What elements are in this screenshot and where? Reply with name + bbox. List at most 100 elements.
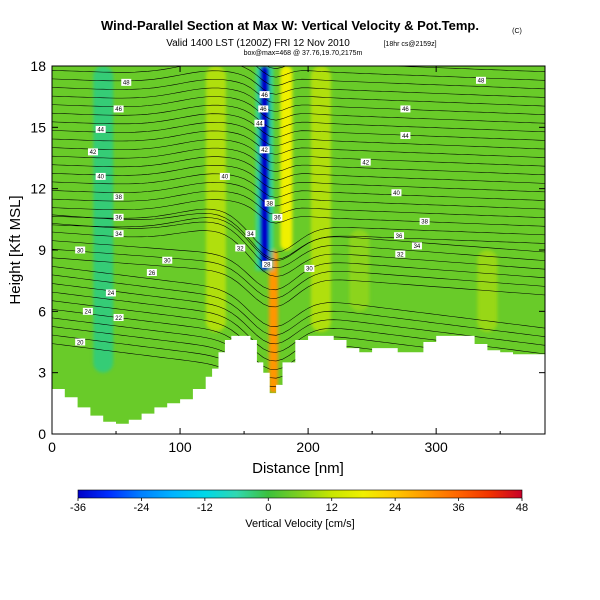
contour-label-bg — [394, 232, 405, 240]
contour-label: 42 — [360, 158, 371, 166]
contour-label-bg — [419, 217, 430, 225]
contour-label-text: 38 — [421, 220, 428, 226]
contour-label-text: 36 — [274, 216, 281, 222]
contour-label: 40 — [95, 172, 106, 181]
contour-label-bg — [162, 256, 173, 264]
contour-label-text: 40 — [97, 175, 104, 181]
theta-contour — [52, 266, 545, 329]
velocity-band — [310, 66, 331, 332]
theta-contour — [52, 217, 545, 262]
contour-label-bg — [105, 289, 116, 297]
contour-label: 40 — [219, 172, 230, 181]
y-tick-label: 15 — [30, 119, 46, 135]
contour-label: 44 — [95, 125, 106, 134]
theta-contour — [52, 139, 545, 167]
contour-label: 44 — [254, 119, 265, 128]
theta-contour — [52, 182, 545, 210]
y-tick-label: 12 — [30, 181, 46, 197]
contour-label-bg — [113, 213, 124, 221]
contour-label: 48 — [475, 76, 486, 85]
colorbar-tick-label: -24 — [133, 502, 149, 514]
contour-label-bg — [87, 148, 98, 156]
contour-label: 30 — [75, 246, 86, 254]
contour-label-bg — [395, 250, 406, 258]
velocity-band — [93, 66, 114, 373]
contour-label: 32 — [235, 244, 246, 252]
contour-label-bg — [121, 78, 132, 86]
contour-label-text: 46 — [260, 107, 267, 113]
contour-label: 32 — [395, 250, 406, 258]
contour-label-text: 30 — [164, 259, 171, 265]
contour-label-text: 40 — [393, 191, 400, 197]
theta-contour — [52, 113, 545, 141]
contour-label-bg — [95, 125, 106, 133]
contour-label-text: 26 — [149, 271, 156, 277]
colorbar-tick-label: -36 — [70, 502, 86, 514]
contour-label: 34 — [411, 242, 422, 250]
contour-label-text: 24 — [108, 291, 115, 297]
contour-label: 20 — [75, 338, 86, 346]
colorbar-tick-label: 24 — [389, 502, 401, 514]
contour-label: 36 — [394, 232, 405, 240]
theta-contour — [52, 221, 545, 269]
contour-label-bg — [235, 244, 246, 252]
contour-labels: 48 46 44 42 40 38 36 34 30 30 26 24 24 22 20 48 46 44 42 40… — [75, 76, 486, 346]
y-tick-label: 0 — [38, 426, 46, 442]
contour-label-bg — [411, 242, 422, 250]
contour-label: 24 — [105, 289, 116, 297]
contour-label-text: 28 — [264, 263, 271, 269]
contour-label: 28 — [262, 260, 273, 269]
plot-area: 48 46 44 42 40 38 36 34 30 30 26 24 24 22 20 48 46 44 42 40… — [52, 66, 545, 434]
contour-label-text: 34 — [247, 232, 254, 238]
theta-contour — [52, 230, 545, 277]
contour-label-text: 48 — [478, 79, 485, 85]
contour-label: 42 — [259, 146, 270, 154]
contour-label-text: 40 — [222, 175, 229, 181]
contour-label-text: 44 — [402, 134, 409, 140]
y-tick-label: 6 — [38, 303, 46, 319]
theta-contour — [52, 147, 545, 176]
contour-label: 38 — [264, 199, 275, 207]
contour-label-bg — [391, 189, 402, 197]
contour-label: 30 — [304, 264, 315, 273]
theta-contour — [52, 283, 545, 346]
theta-contour — [52, 122, 545, 150]
contour-label-bg — [304, 264, 315, 272]
theta-contour — [52, 208, 545, 253]
contour-label: 36 — [113, 213, 124, 222]
contour-label: 46 — [113, 105, 124, 113]
contour-label: 46 — [400, 105, 411, 113]
contour-label: 26 — [146, 268, 157, 277]
contour-label: 38 — [113, 193, 124, 201]
contour-label-bg — [254, 119, 265, 127]
x-axis-label: Distance [nm] — [252, 460, 344, 477]
valid-suffix: [18hr cs@2159z] — [383, 41, 436, 48]
contour-label-text: 34 — [115, 232, 122, 238]
velocity-band — [269, 250, 279, 394]
contour-label-text: 42 — [261, 148, 268, 154]
contour-label: 48 — [121, 78, 132, 87]
x-tick-label: 300 — [424, 439, 448, 455]
contour-label-text: 48 — [123, 81, 130, 87]
theta-contour — [52, 248, 545, 299]
colorbar — [77, 489, 523, 499]
colorbar-ticks: -36 -24 -12 0 12 24 36 48 — [70, 498, 528, 514]
velocity-band — [205, 66, 226, 332]
contour-label: 34 — [245, 230, 256, 238]
theta-contour — [52, 213, 545, 260]
colorbar-label: Vertical Velocity [cm/s] — [245, 518, 354, 530]
contour-label-text: 22 — [115, 316, 122, 322]
colorbar-tick-label: 36 — [452, 502, 464, 514]
contour-label-text: 38 — [115, 195, 122, 201]
contour-label: 46 — [258, 105, 269, 113]
colorbar-tick-label: 12 — [326, 502, 338, 514]
contour-label-text: 24 — [85, 310, 92, 316]
contour-label: 34 — [113, 230, 124, 238]
contour-label-text: 20 — [77, 340, 84, 346]
contour-label-bg — [262, 260, 273, 268]
contour-label: 36 — [272, 213, 283, 222]
theta-contour — [52, 199, 545, 227]
colorbar-tick-label: -12 — [197, 502, 213, 514]
